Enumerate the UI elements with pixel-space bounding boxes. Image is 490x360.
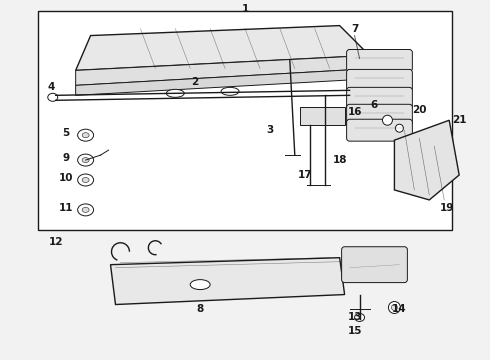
Ellipse shape (77, 174, 94, 186)
FancyBboxPatch shape (346, 104, 413, 126)
Text: 12: 12 (49, 237, 63, 247)
Ellipse shape (77, 154, 94, 166)
Text: 15: 15 (347, 327, 362, 336)
Text: 6: 6 (371, 100, 378, 110)
Ellipse shape (395, 124, 403, 132)
Text: 1: 1 (242, 4, 248, 14)
Text: 18: 18 (332, 155, 347, 165)
Ellipse shape (383, 115, 392, 125)
FancyBboxPatch shape (346, 50, 413, 71)
Text: 13: 13 (347, 312, 362, 323)
Text: 16: 16 (347, 107, 362, 117)
Polygon shape (75, 26, 369, 71)
Ellipse shape (166, 89, 184, 97)
Polygon shape (394, 120, 459, 200)
Text: 21: 21 (452, 115, 466, 125)
Polygon shape (75, 68, 377, 95)
Text: 17: 17 (297, 170, 312, 180)
Ellipse shape (392, 305, 397, 310)
Ellipse shape (355, 314, 365, 321)
Ellipse shape (77, 129, 94, 141)
FancyBboxPatch shape (346, 87, 413, 109)
Ellipse shape (82, 177, 89, 183)
Bar (300, 107, 344, 125)
Text: 3: 3 (266, 125, 273, 135)
Bar (38, 11, 452, 230)
Ellipse shape (48, 93, 58, 101)
Text: 4: 4 (47, 82, 54, 93)
Polygon shape (111, 258, 344, 305)
Text: 8: 8 (196, 305, 204, 315)
Text: 2: 2 (192, 77, 199, 87)
Ellipse shape (389, 302, 400, 314)
Text: 7: 7 (351, 24, 358, 33)
Text: 19: 19 (440, 203, 454, 213)
Text: 10: 10 (58, 173, 73, 183)
Text: 14: 14 (392, 305, 407, 315)
FancyBboxPatch shape (346, 119, 413, 141)
Text: 11: 11 (58, 203, 73, 213)
Ellipse shape (82, 158, 89, 163)
Ellipse shape (190, 280, 210, 289)
Ellipse shape (77, 204, 94, 216)
Text: 5: 5 (62, 128, 69, 138)
FancyBboxPatch shape (342, 247, 407, 283)
Ellipse shape (82, 133, 89, 138)
FancyBboxPatch shape (346, 69, 413, 91)
Ellipse shape (221, 87, 239, 95)
Text: 20: 20 (412, 105, 427, 115)
Text: 9: 9 (62, 153, 69, 163)
Ellipse shape (82, 207, 89, 212)
Polygon shape (75, 55, 374, 85)
